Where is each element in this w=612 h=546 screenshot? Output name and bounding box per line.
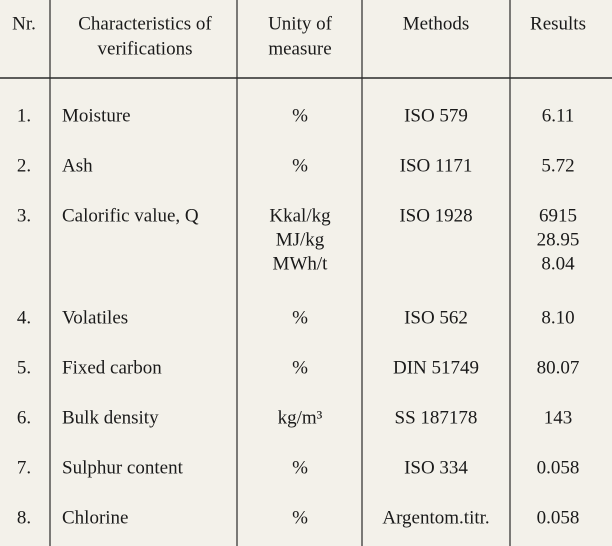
characteristic: Bulk density bbox=[62, 407, 159, 428]
method: ISO 579 bbox=[404, 105, 468, 126]
method: Argentom.titr. bbox=[382, 507, 489, 528]
result: 5.72 bbox=[541, 155, 574, 176]
number: 3. bbox=[17, 205, 31, 226]
number: 5. bbox=[17, 357, 31, 378]
method: DIN 51749 bbox=[393, 357, 479, 378]
result: 6915 bbox=[539, 205, 577, 226]
characteristic: Volatiles bbox=[62, 307, 128, 328]
number: 4. bbox=[17, 307, 31, 328]
header-cell: verifications bbox=[98, 38, 193, 59]
unit: % bbox=[292, 105, 308, 126]
characteristic: Chlorine bbox=[62, 507, 129, 528]
unit: MWh/t bbox=[273, 253, 329, 274]
header-cell: Characteristics of bbox=[78, 13, 212, 34]
result: 0.058 bbox=[537, 457, 580, 478]
header-cell: Unity of bbox=[268, 13, 333, 34]
method: ISO 334 bbox=[404, 457, 468, 478]
result: 143 bbox=[544, 407, 573, 428]
characteristic: Calorific value, Q bbox=[62, 205, 199, 226]
number: 1. bbox=[17, 105, 31, 126]
unit: % bbox=[292, 357, 308, 378]
number: 2. bbox=[17, 155, 31, 176]
unit: % bbox=[292, 507, 308, 528]
unit: Kkal/kg bbox=[269, 205, 331, 226]
characteristic: Fixed carbon bbox=[62, 357, 162, 378]
characteristic: Sulphur content bbox=[62, 457, 184, 478]
number: 8. bbox=[17, 507, 31, 528]
unit: % bbox=[292, 457, 308, 478]
unit: % bbox=[292, 155, 308, 176]
method: ISO 562 bbox=[404, 307, 468, 328]
result: 6.11 bbox=[542, 105, 575, 126]
result: 8.04 bbox=[541, 253, 575, 274]
result: 80.07 bbox=[537, 357, 580, 378]
result: 8.10 bbox=[541, 307, 574, 328]
result: 0.058 bbox=[537, 507, 580, 528]
unit: MJ/kg bbox=[276, 229, 325, 250]
header-cell: Nr. bbox=[12, 13, 36, 34]
method: ISO 1928 bbox=[399, 205, 472, 226]
header-cell: Methods bbox=[403, 13, 470, 34]
number: 7. bbox=[17, 457, 31, 478]
header-cell: measure bbox=[268, 38, 331, 59]
result: 28.95 bbox=[537, 229, 580, 250]
unit: % bbox=[292, 307, 308, 328]
unit: kg/m³ bbox=[278, 407, 323, 428]
characteristic: Moisture bbox=[62, 105, 131, 126]
method: ISO 1171 bbox=[400, 155, 473, 176]
header-cell: Results bbox=[530, 13, 586, 34]
method: SS 187178 bbox=[395, 407, 478, 428]
number: 6. bbox=[17, 407, 31, 428]
characteristic: Ash bbox=[62, 155, 93, 176]
